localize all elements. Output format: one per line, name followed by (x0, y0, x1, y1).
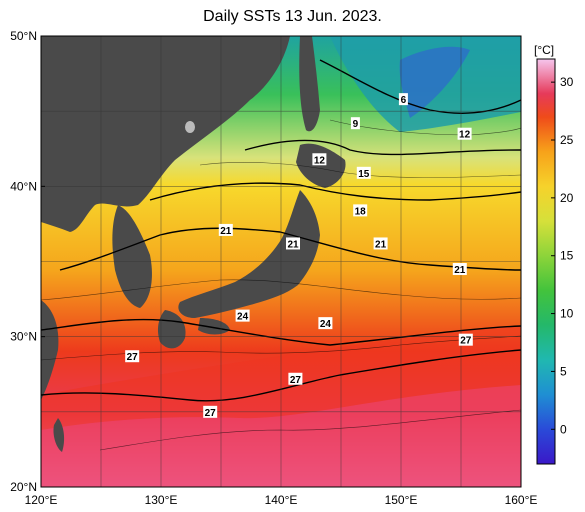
isotherm-labels: 6 9 12 12 15 18 21 21 21 21 24 24 27 27 27 27 (125, 93, 473, 419)
colorbar-scale (536, 58, 556, 465)
isotherm-label: 6 (401, 95, 407, 106)
isotherm-label-box (218, 223, 233, 236)
isotherm-label: 21 (287, 239, 299, 250)
isotherm-label: 27 (127, 352, 139, 363)
isotherm-27 (41, 349, 521, 402)
page-title: Daily SSTs 13 Jun. 2023. (203, 8, 382, 25)
land-small-island (185, 121, 195, 133)
isotherm-label-box (458, 333, 473, 346)
isotherm-label: 24 (320, 319, 332, 330)
isotherm-18 (149, 182, 521, 201)
isotherm-label-box (312, 153, 327, 166)
isotherm-label-box (203, 405, 218, 418)
colorbar-tick-label: 15 (560, 249, 574, 263)
isotherm-label-box (318, 317, 333, 330)
latitude-tick-label: 50°N (10, 29, 37, 43)
map-frame (40, 35, 522, 488)
land-sakhalin (299, 36, 320, 132)
land-hokkaido (296, 143, 346, 188)
coldest-water-region (399, 46, 470, 118)
isotherm-label: 12 (314, 155, 326, 166)
longitude-tick-label: 150°E (385, 493, 418, 507)
isotherm-label: 9 (353, 119, 359, 130)
isotherm-label: 27 (460, 336, 472, 347)
land-shikoku (198, 318, 230, 335)
isotherm-label-box (356, 166, 371, 179)
isotherm-6 (319, 59, 521, 114)
land-asia (41, 36, 290, 232)
colorbar-ticks: 30 25 20 15 10 5 0 (551, 75, 574, 436)
colorbar-tick-label: 25 (560, 133, 574, 147)
isotherm-label: 15 (358, 169, 370, 180)
isotherm-label: 18 (355, 206, 367, 217)
longitude-tick-label: 130°E (145, 493, 178, 507)
isotherm-label-box (125, 350, 140, 363)
isotherm-label: 12 (459, 130, 471, 141)
isotherm-label-box (288, 372, 303, 385)
isotherm-label-box (398, 93, 408, 106)
isotherm-label-box (373, 237, 388, 250)
colorbar: [°C] 30 25 20 15 10 5 0 (534, 43, 574, 465)
land-kyushu (157, 310, 186, 349)
latitude-tick-label: 40°N (10, 179, 37, 193)
colorbar-unit: [°C] (534, 43, 554, 57)
isotherm-label-box (452, 263, 467, 276)
isotherm-label: 27 (290, 375, 302, 386)
land-honshu (178, 190, 320, 318)
colorbar-tick-label: 20 (560, 191, 574, 205)
isotherm-label: 21 (375, 239, 387, 250)
longitude-labels: 120°E 130°E 140°E 150°E 160°E (25, 493, 538, 507)
latitude-tick-label: 20°N (10, 480, 37, 494)
land-taiwan (53, 418, 65, 452)
longitude-tick-label: 140°E (265, 493, 298, 507)
longitude-tick-label: 120°E (25, 493, 58, 507)
latitude-tick-label: 30°N (10, 330, 37, 344)
isotherm-label: 21 (220, 226, 232, 237)
isotherm-label-box (457, 127, 472, 140)
longitude-tick-label: 160°E (505, 493, 538, 507)
latitude-labels: 50°N 40°N 30°N 20°N (10, 29, 45, 494)
isotherm-label-box (353, 204, 368, 217)
isotherm-label: 24 (237, 312, 249, 323)
colorbar-tick-label: 0 (560, 422, 567, 436)
map-gridlines (41, 36, 521, 487)
isotherm-label: 27 (205, 408, 217, 419)
isotherm-label-box (235, 309, 250, 322)
land-china-south (41, 300, 59, 400)
colorbar-tick-label: 5 (560, 364, 567, 378)
isotherm-label-box (286, 237, 300, 250)
isotherm-label-box (350, 117, 360, 130)
land-korea (112, 205, 152, 308)
colorbar-tick-label: 30 (560, 75, 574, 89)
colorbar-tick-label: 10 (560, 307, 574, 321)
sst-map: 6 9 12 12 15 18 21 21 21 21 24 24 27 27 27 27 (41, 36, 521, 487)
isotherm-label: 21 (454, 265, 466, 276)
